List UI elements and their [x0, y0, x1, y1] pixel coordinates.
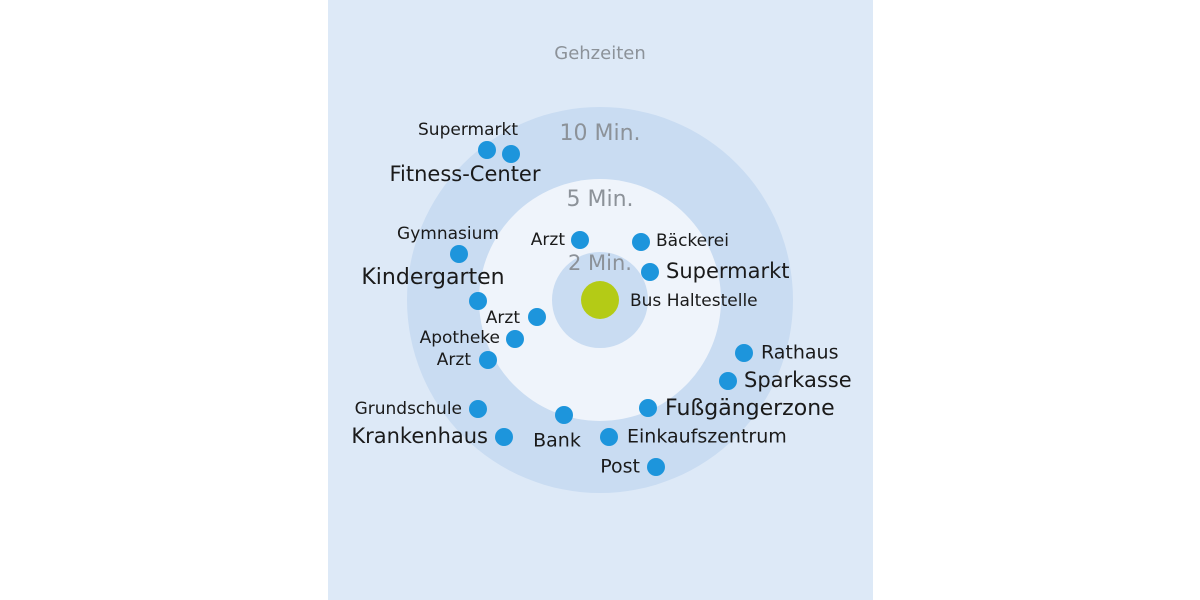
center-label: Bus Haltestelle	[630, 291, 758, 311]
dot	[600, 428, 618, 446]
dot	[639, 399, 657, 417]
node-label: Arzt	[437, 350, 472, 370]
node-label: Arzt	[531, 230, 566, 250]
ring-label: 10 Min.	[559, 121, 640, 146]
ring-label: 2 Min.	[568, 251, 632, 275]
dot	[469, 400, 487, 418]
title: Gehzeiten	[554, 43, 646, 64]
node-label: Bäckerei	[656, 231, 729, 251]
dot	[647, 458, 665, 476]
dot	[506, 330, 524, 348]
dot	[450, 245, 468, 263]
dot	[469, 292, 487, 310]
node-label: Grundschule	[355, 399, 462, 419]
dot	[719, 372, 737, 390]
node-label: Rathaus	[761, 342, 839, 364]
node-label: Arzt	[486, 308, 521, 328]
node-label: Supermarkt	[666, 259, 790, 283]
dot	[735, 344, 753, 362]
node-label: Sparkasse	[744, 368, 852, 392]
node-label: Bank	[533, 430, 581, 452]
dot	[502, 145, 520, 163]
ring-label: 5 Min.	[566, 187, 633, 212]
dot	[641, 263, 659, 281]
node-label: Krankenhaus	[351, 424, 488, 448]
dot	[478, 141, 496, 159]
node-label: Fußgängerzone	[665, 396, 835, 421]
dot	[555, 406, 573, 424]
node-label: Supermarkt	[418, 120, 518, 140]
dot	[495, 428, 513, 446]
node-label: Kindergarten	[361, 265, 504, 290]
dot	[571, 231, 589, 249]
node-label: Post	[600, 456, 640, 478]
node-label: Fitness-Center	[390, 162, 541, 186]
node-label: Gymnasium	[397, 224, 499, 244]
dot	[528, 308, 546, 326]
dot	[632, 233, 650, 251]
node-label: Einkaufszentrum	[627, 426, 787, 448]
dot	[479, 351, 497, 369]
node-label: Apotheke	[420, 328, 500, 348]
center-dot	[581, 281, 619, 319]
